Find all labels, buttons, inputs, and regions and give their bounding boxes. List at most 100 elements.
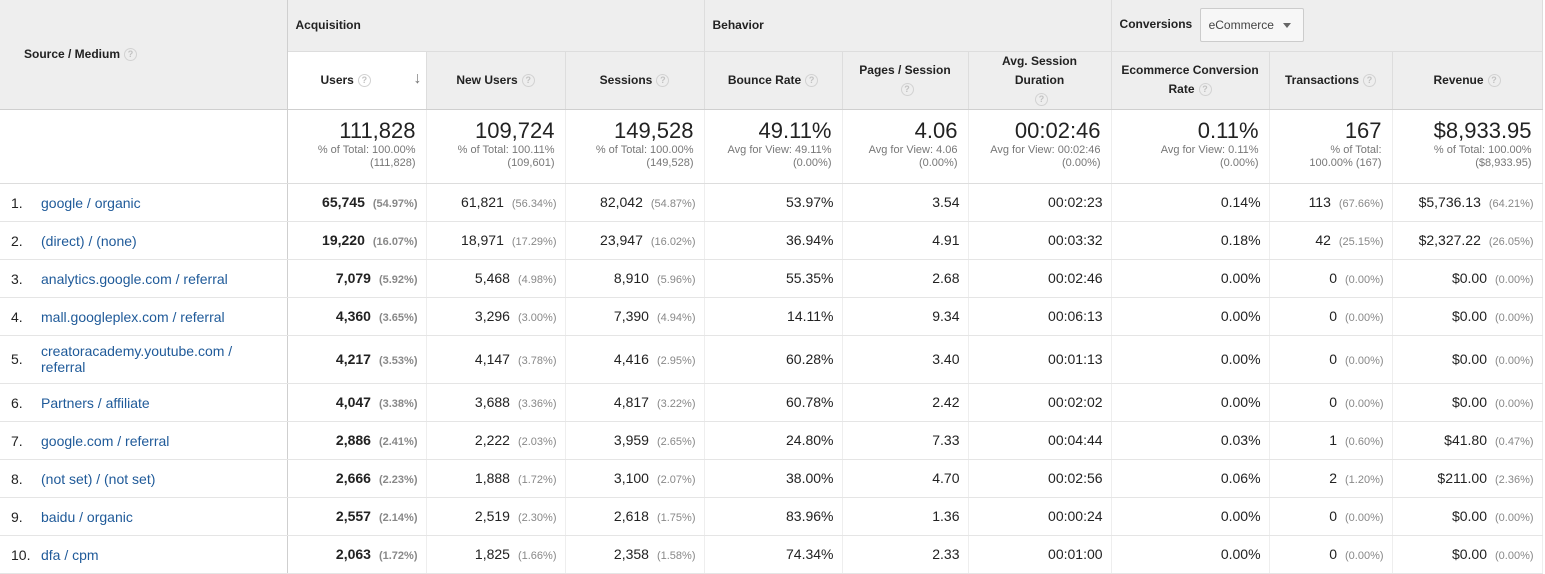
source-medium-link[interactable]: mall.googleplex.com / referral — [41, 308, 225, 325]
new-users-cell: 5,468 (4.98%) — [426, 259, 566, 298]
total-note: Avg for View: 4.06 — [868, 143, 958, 156]
pages-session-column-header[interactable]: Pages / Session? — [842, 51, 969, 110]
avg-duration-column-header[interactable]: Avg. Session Duration? — [968, 51, 1112, 110]
conv-rate-cell: 0.00% — [1111, 497, 1270, 536]
sessions-column-header[interactable]: Sessions? — [565, 51, 705, 110]
row-index: 2. — [11, 232, 23, 249]
help-icon[interactable]: ? — [656, 73, 670, 87]
help-icon[interactable]: ? — [900, 83, 914, 97]
sessions-cell: 7,390 (4.94%) — [565, 297, 705, 336]
new-users-column-header[interactable]: New Users? — [426, 51, 566, 110]
conversions-group-header: Conversions eCommerce — [1111, 0, 1543, 52]
new-users-cell: 2,519 (2.30%) — [426, 497, 566, 536]
total-value: 167 — [1344, 117, 1382, 143]
transactions-cell: 0 (0.00%) — [1269, 535, 1393, 574]
total-bounce-rate: 49.11% Avg for View: 49.11% (0.00%) — [704, 109, 843, 184]
users-column-header[interactable]: Users? ↓ — [287, 51, 427, 110]
revenue-cell: $211.00 (2.36%) — [1392, 459, 1543, 498]
conv-rate-column-header[interactable]: Ecommerce Conversion Rate? — [1111, 51, 1270, 110]
bounce-rate-cell: 83.96% — [704, 497, 843, 536]
behavior-group-header: Behavior — [704, 0, 1112, 52]
help-icon[interactable]: ? — [805, 73, 819, 87]
users-value: 2,557 — [335, 508, 371, 524]
transactions-value: 1 — [1329, 432, 1337, 448]
source-cell: 1. google / organic — [0, 183, 288, 222]
transactions-value: 0 — [1329, 308, 1337, 324]
users-value: 7,079 — [335, 270, 371, 286]
sessions-value: 82,042 — [600, 194, 643, 210]
pages-session-cell: 2.68 — [842, 259, 969, 298]
transactions-column-header[interactable]: Transactions? — [1269, 51, 1393, 110]
new-users-percent: (1.66%) — [517, 550, 557, 562]
help-icon[interactable]: ? — [1198, 83, 1212, 97]
help-icon[interactable]: ? — [1035, 92, 1049, 106]
source-cell: 7. google.com / referral — [0, 421, 288, 460]
help-icon[interactable]: ? — [521, 73, 535, 87]
users-value: 2,666 — [335, 470, 371, 486]
transactions-percent: (0.00%) — [1345, 398, 1384, 410]
revenue-value: $0.00 — [1451, 508, 1487, 524]
source-medium-link[interactable]: google / organic — [41, 194, 141, 211]
bounce-rate-cell: 24.80% — [704, 421, 843, 460]
conversion-type-value: eCommerce — [1208, 18, 1274, 33]
conversions-label: Conversions — [1119, 17, 1193, 32]
source-medium-link[interactable]: Partners / affiliate — [41, 394, 150, 411]
new-users-cell: 3,688 (3.36%) — [426, 383, 566, 422]
total-value: 4.06 — [914, 117, 958, 143]
bounce-rate-column-header[interactable]: Bounce Rate? — [704, 51, 843, 110]
pages-session-cell: 2.42 — [842, 383, 969, 422]
table-row: 10. dfa / cpm 2,063 (1.72%) 1,825 (1.66%) 2… — [0, 535, 1543, 574]
source-medium-link[interactable]: baidu / organic — [41, 508, 133, 525]
help-icon[interactable]: ? — [357, 73, 371, 87]
users-value: 2,886 — [335, 432, 371, 448]
avg-duration-header-label: Avg. Session Duration — [1002, 53, 1077, 87]
bounce-rate-cell: 36.94% — [704, 221, 843, 260]
conv-rate-cell: 0.14% — [1111, 183, 1270, 222]
source-medium-label: Source / Medium — [24, 47, 121, 62]
new-users-percent: (3.36%) — [517, 398, 557, 410]
new-users-percent: (4.98%) — [517, 274, 557, 286]
source-cell: 5. creatoracademy.youtube.com / referral — [0, 335, 288, 384]
source-medium-link[interactable]: analytics.google.com / referral — [41, 270, 228, 287]
revenue-cell: $0.00 (0.00%) — [1392, 535, 1543, 574]
revenue-value: $5,736.13 — [1418, 194, 1481, 210]
revenue-value: $0.00 — [1451, 270, 1487, 286]
source-medium-link[interactable]: google.com / referral — [41, 432, 170, 449]
transactions-value: 0 — [1329, 508, 1337, 524]
new-users-cell: 1,888 (1.72%) — [426, 459, 566, 498]
new-users-value: 1,825 — [474, 546, 510, 562]
users-percent: (5.92%) — [378, 274, 418, 286]
conv-rate-cell: 0.00% — [1111, 535, 1270, 574]
source-medium-link[interactable]: (not set) / (not set) — [41, 470, 156, 487]
help-icon[interactable]: ? — [124, 48, 138, 62]
new-users-header-label: New Users — [456, 72, 518, 87]
totals-row: 111,828% of Total: 100.00% (111,828) 109,… — [0, 109, 1543, 184]
sessions-percent: (2.65%) — [656, 436, 696, 448]
revenue-value: $0.00 — [1451, 351, 1487, 367]
revenue-column-header[interactable]: Revenue? — [1392, 51, 1543, 110]
help-icon[interactable]: ? — [1363, 73, 1377, 87]
revenue-value: $0.00 — [1451, 546, 1487, 562]
source-medium-link[interactable]: creatoracademy.youtube.com / referral — [41, 343, 233, 375]
revenue-value: $2,327.22 — [1418, 232, 1481, 248]
conversion-type-dropdown[interactable]: eCommerce — [1199, 8, 1304, 43]
new-users-percent: (17.29%) — [511, 236, 557, 248]
transactions-cell: 0 (0.00%) — [1269, 259, 1393, 298]
table-row: 3. analytics.google.com / referral 7,079 (… — [0, 259, 1543, 298]
transactions-cell: 113 (67.66%) — [1269, 183, 1393, 222]
revenue-percent: (2.36%) — [1495, 474, 1534, 486]
transactions-cell: 1 (0.60%) — [1269, 421, 1393, 460]
source-medium-link[interactable]: dfa / cpm — [41, 546, 99, 563]
sort-descending-icon[interactable]: ↓ — [413, 69, 422, 87]
transactions-cell: 42 (25.15%) — [1269, 221, 1393, 260]
sessions-value: 2,618 — [613, 508, 649, 524]
bounce-rate-cell: 60.78% — [704, 383, 843, 422]
avg-duration-cell: 00:02:23 — [968, 183, 1112, 222]
help-icon[interactable]: ? — [1487, 73, 1501, 87]
source-medium-header[interactable]: Source / Medium? — [0, 0, 288, 110]
transactions-value: 0 — [1329, 351, 1337, 367]
users-cell: 4,360 (3.65%) — [287, 297, 427, 336]
source-medium-link[interactable]: (direct) / (none) — [41, 232, 137, 249]
transactions-percent: (0.00%) — [1345, 512, 1384, 524]
